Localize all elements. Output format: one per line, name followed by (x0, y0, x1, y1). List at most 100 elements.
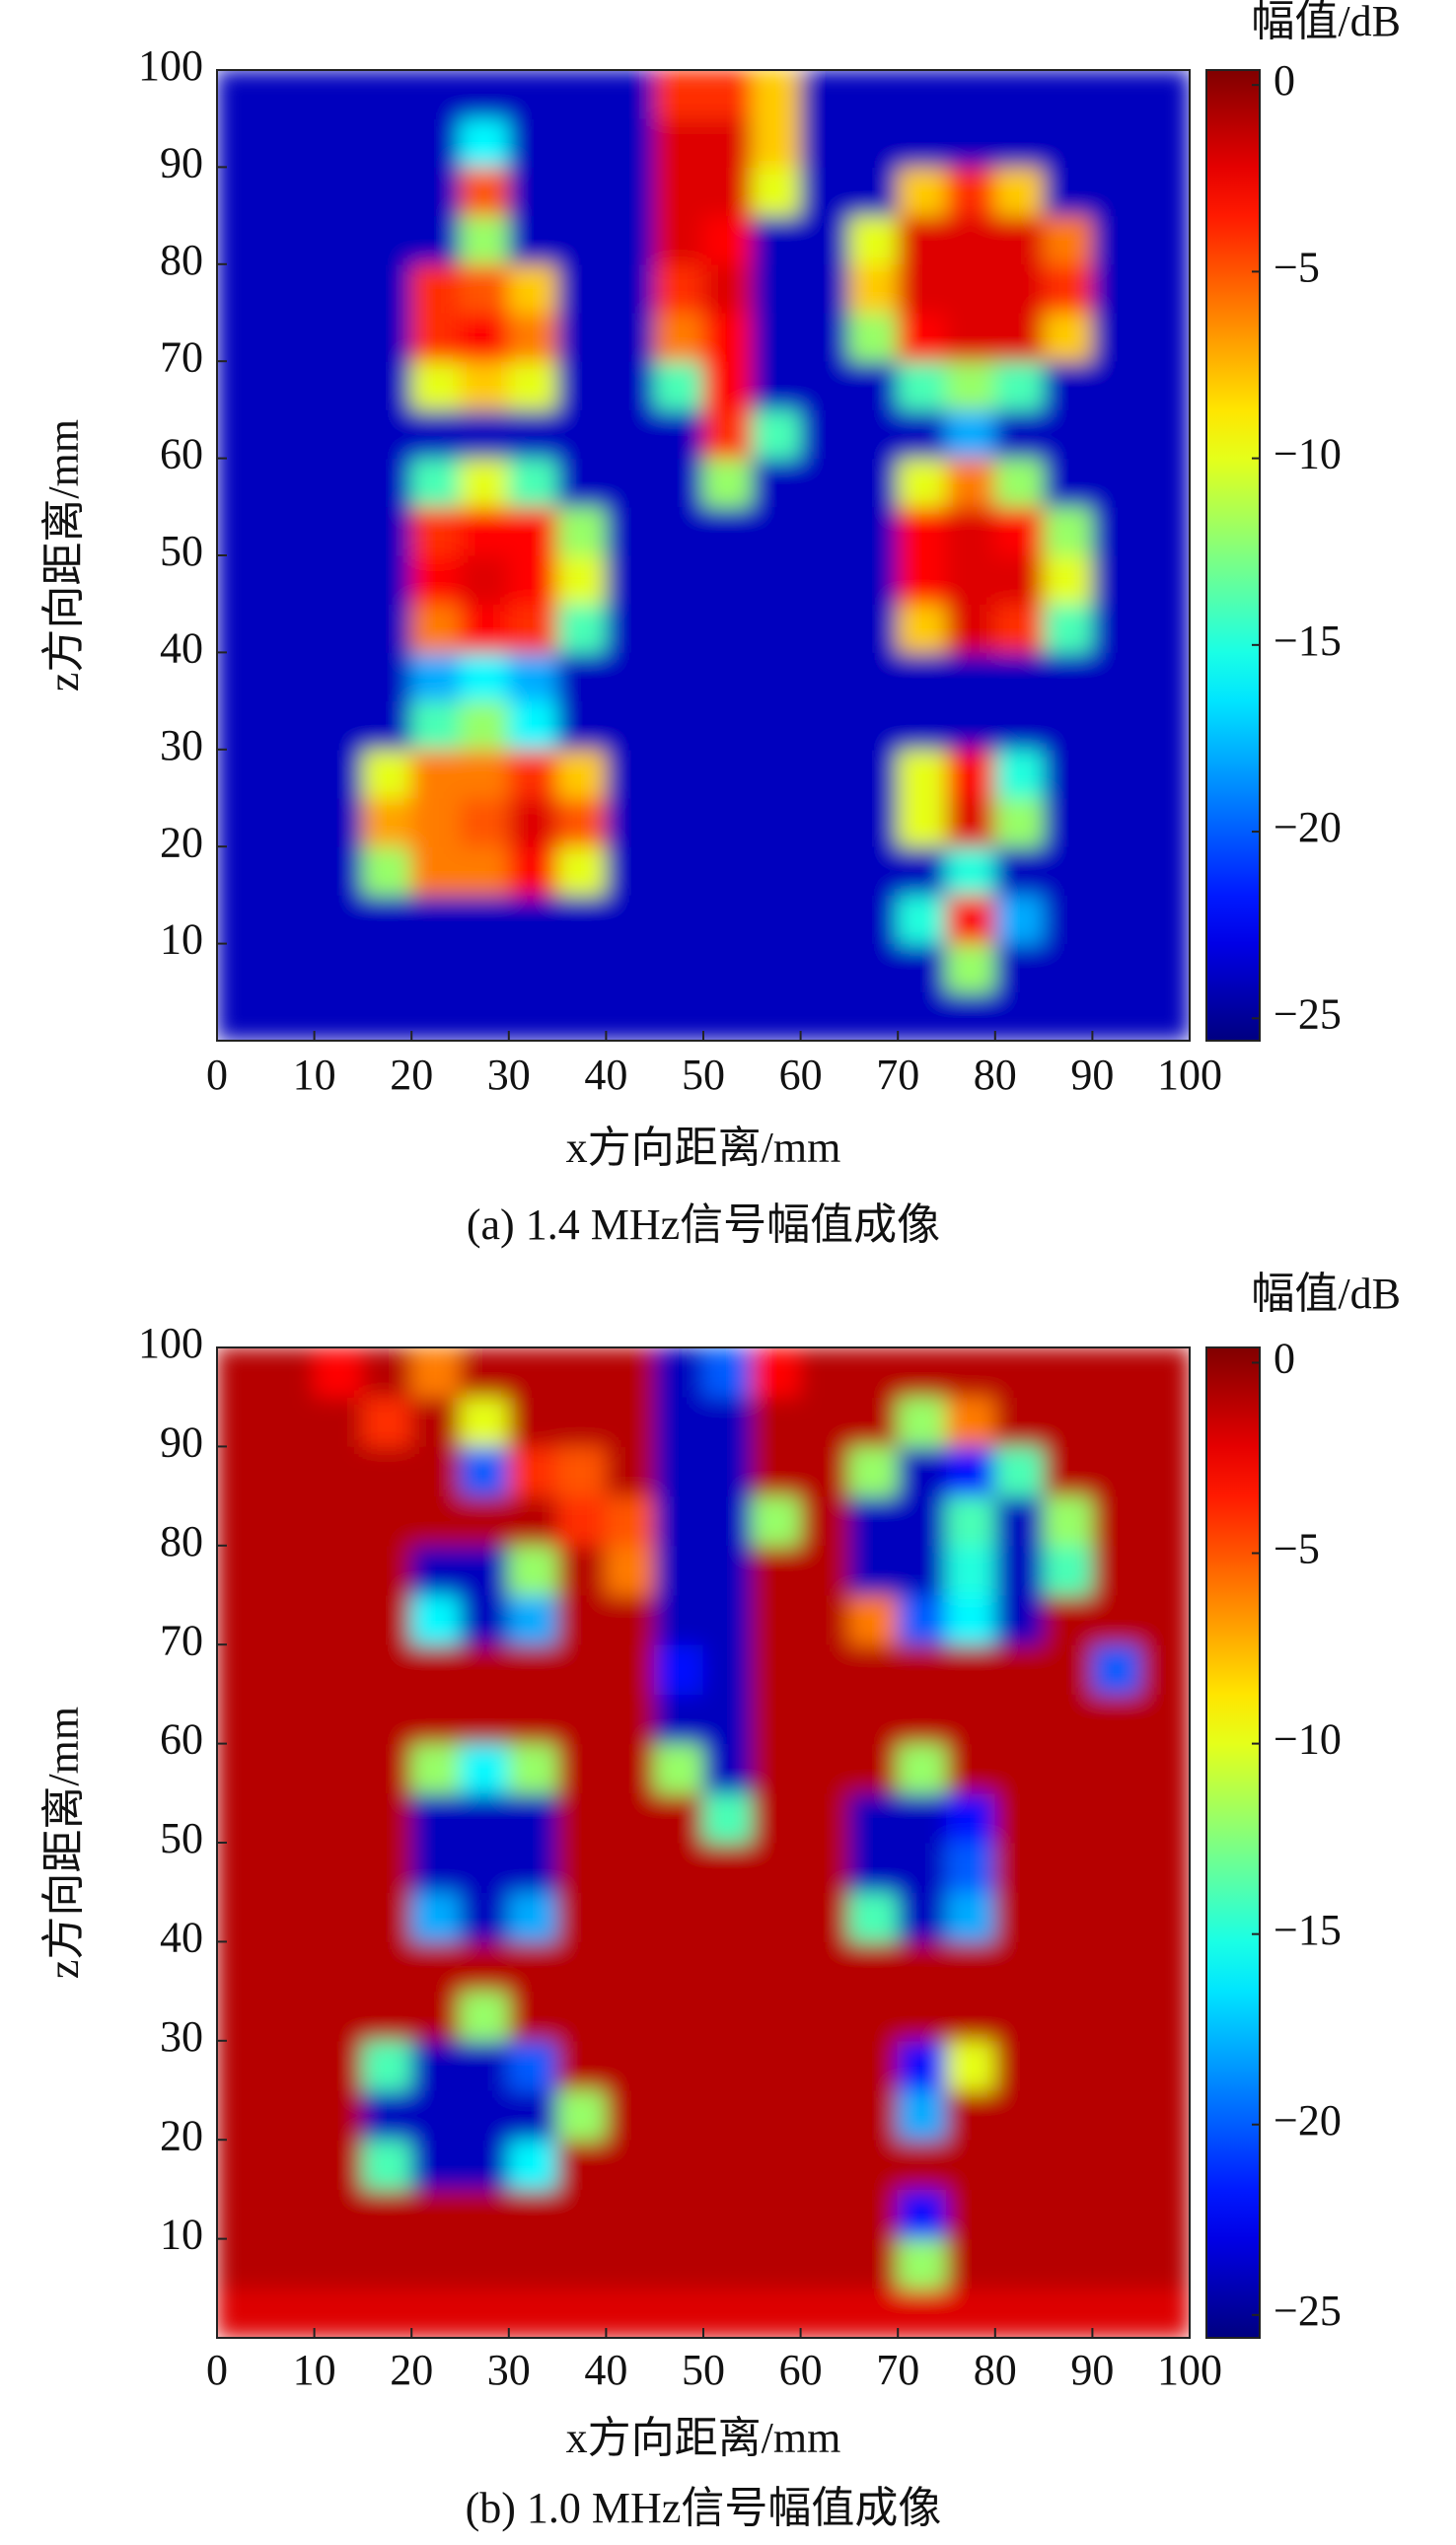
heatmap-cell (556, 1891, 607, 1942)
heatmap-cell (1091, 458, 1142, 508)
heatmap-cell (264, 70, 316, 119)
heatmap-cell (410, 1643, 461, 1695)
heatmap-cell (1043, 1347, 1093, 1398)
heatmap-cell (410, 1594, 461, 1645)
heatmap-cell (410, 1693, 461, 1745)
heatmap-cell (848, 506, 899, 556)
heatmap-cell (800, 749, 850, 799)
heatmap-cell (1091, 1891, 1142, 1942)
heatmap-cell (946, 1940, 996, 1993)
heatmap-cell (897, 1545, 947, 1596)
heatmap-cell (654, 166, 704, 217)
heatmap-cell (556, 1842, 607, 1893)
heatmap-cell (654, 506, 704, 556)
heatmap-cell (897, 1743, 947, 1794)
heatmap-cell (800, 797, 850, 847)
heatmap-cell (946, 797, 996, 847)
colorbar-tick-label: −10 (1274, 1715, 1342, 1764)
heatmap-cell (410, 2238, 461, 2290)
heatmap-cell (1140, 749, 1190, 799)
heatmap-cell (946, 1693, 996, 1745)
heatmap-cell (410, 1792, 461, 1844)
heatmap-cell (314, 991, 364, 1041)
heatmap-cell (264, 1991, 316, 2042)
y-tick-label: 20 (160, 2111, 203, 2159)
heatmap-cell (362, 1891, 412, 1942)
heatmap-cell (362, 117, 412, 168)
heatmap-cell (410, 1347, 461, 1398)
heatmap-cell (314, 700, 364, 751)
heatmap-cell (654, 2040, 704, 2091)
y-tick-label: 50 (160, 527, 203, 575)
heatmap-cell (508, 2188, 558, 2240)
heatmap-cell (800, 1545, 850, 1596)
heatmap-cell (314, 166, 364, 217)
heatmap-cell (1043, 1445, 1093, 1497)
heatmap-cell (605, 263, 656, 314)
heatmap-cell (702, 1347, 753, 1398)
heatmap-cell (897, 117, 947, 168)
heatmap-cell (897, 651, 947, 702)
heatmap-cell (314, 845, 364, 896)
heatmap-cell (1091, 215, 1142, 265)
heatmap-cell (848, 1940, 899, 1993)
heatmap-cell (751, 1991, 802, 2042)
heatmap-cell (994, 263, 1045, 314)
heatmap (217, 1347, 1190, 2338)
heatmap-cell (702, 991, 753, 1041)
heatmap-cell (994, 749, 1045, 799)
heatmap-cell (605, 1495, 656, 1547)
heatmap-cell (1140, 215, 1190, 265)
heatmap-cell (800, 943, 850, 993)
heatmap-cell (410, 991, 461, 1041)
heatmap-cell (654, 1545, 704, 1596)
heatmap-cell (702, 1940, 753, 1993)
heatmap-cell (460, 263, 510, 314)
heatmap-cell (556, 797, 607, 847)
heatmap-cell (1140, 700, 1190, 751)
heatmap-cell (1091, 1495, 1142, 1547)
heatmap-cell (994, 2288, 1045, 2338)
heatmap-cell (460, 360, 510, 410)
y-axis-label: z方向距离/mm (39, 1707, 88, 1979)
heatmap-cell (654, 797, 704, 847)
heatmap-cell (217, 991, 266, 1041)
heatmap-cell (460, 1396, 510, 1447)
heatmap-cell (217, 408, 266, 460)
heatmap-cell (264, 2188, 316, 2240)
heatmap-cell (800, 2139, 850, 2190)
heatmap-cell (751, 1792, 802, 1844)
heatmap-cell (556, 554, 607, 605)
heatmap-cells (217, 70, 1190, 1041)
caption: (a) 1.4 MHz信号幅值成像 (467, 1200, 940, 1249)
heatmap-cell (897, 554, 947, 605)
heatmap-cell (556, 749, 607, 799)
heatmap-cell (460, 2040, 510, 2091)
heatmap-cell (508, 749, 558, 799)
heatmap-cell (508, 1842, 558, 1893)
heatmap-cell (362, 70, 412, 119)
heatmap-cell (702, 1396, 753, 1447)
heatmap-cell (800, 2188, 850, 2240)
heatmap-cell (362, 1347, 412, 1398)
heatmap-cell (264, 360, 316, 410)
heatmap-cell (751, 651, 802, 702)
heatmap-cell (508, 1693, 558, 1745)
heatmap-cell (848, 1792, 899, 1844)
heatmap-cell (897, 458, 947, 508)
heatmap-cell (1140, 1991, 1190, 2042)
heatmap-cell (702, 1545, 753, 1596)
heatmap-cell (751, 1545, 802, 1596)
heatmap-cell (994, 1643, 1045, 1695)
heatmap-cell (460, 1842, 510, 1893)
heatmap-cell (410, 263, 461, 314)
heatmap-cell (994, 700, 1045, 751)
heatmap-cell (994, 1396, 1045, 1447)
heatmap-cell (848, 1396, 899, 1447)
heatmap-cell (217, 651, 266, 702)
heatmap-cell (556, 1396, 607, 1447)
heatmap-cell (800, 312, 850, 362)
heatmap-cell (654, 894, 704, 945)
heatmap-cell (897, 263, 947, 314)
heatmap-cell (946, 749, 996, 799)
